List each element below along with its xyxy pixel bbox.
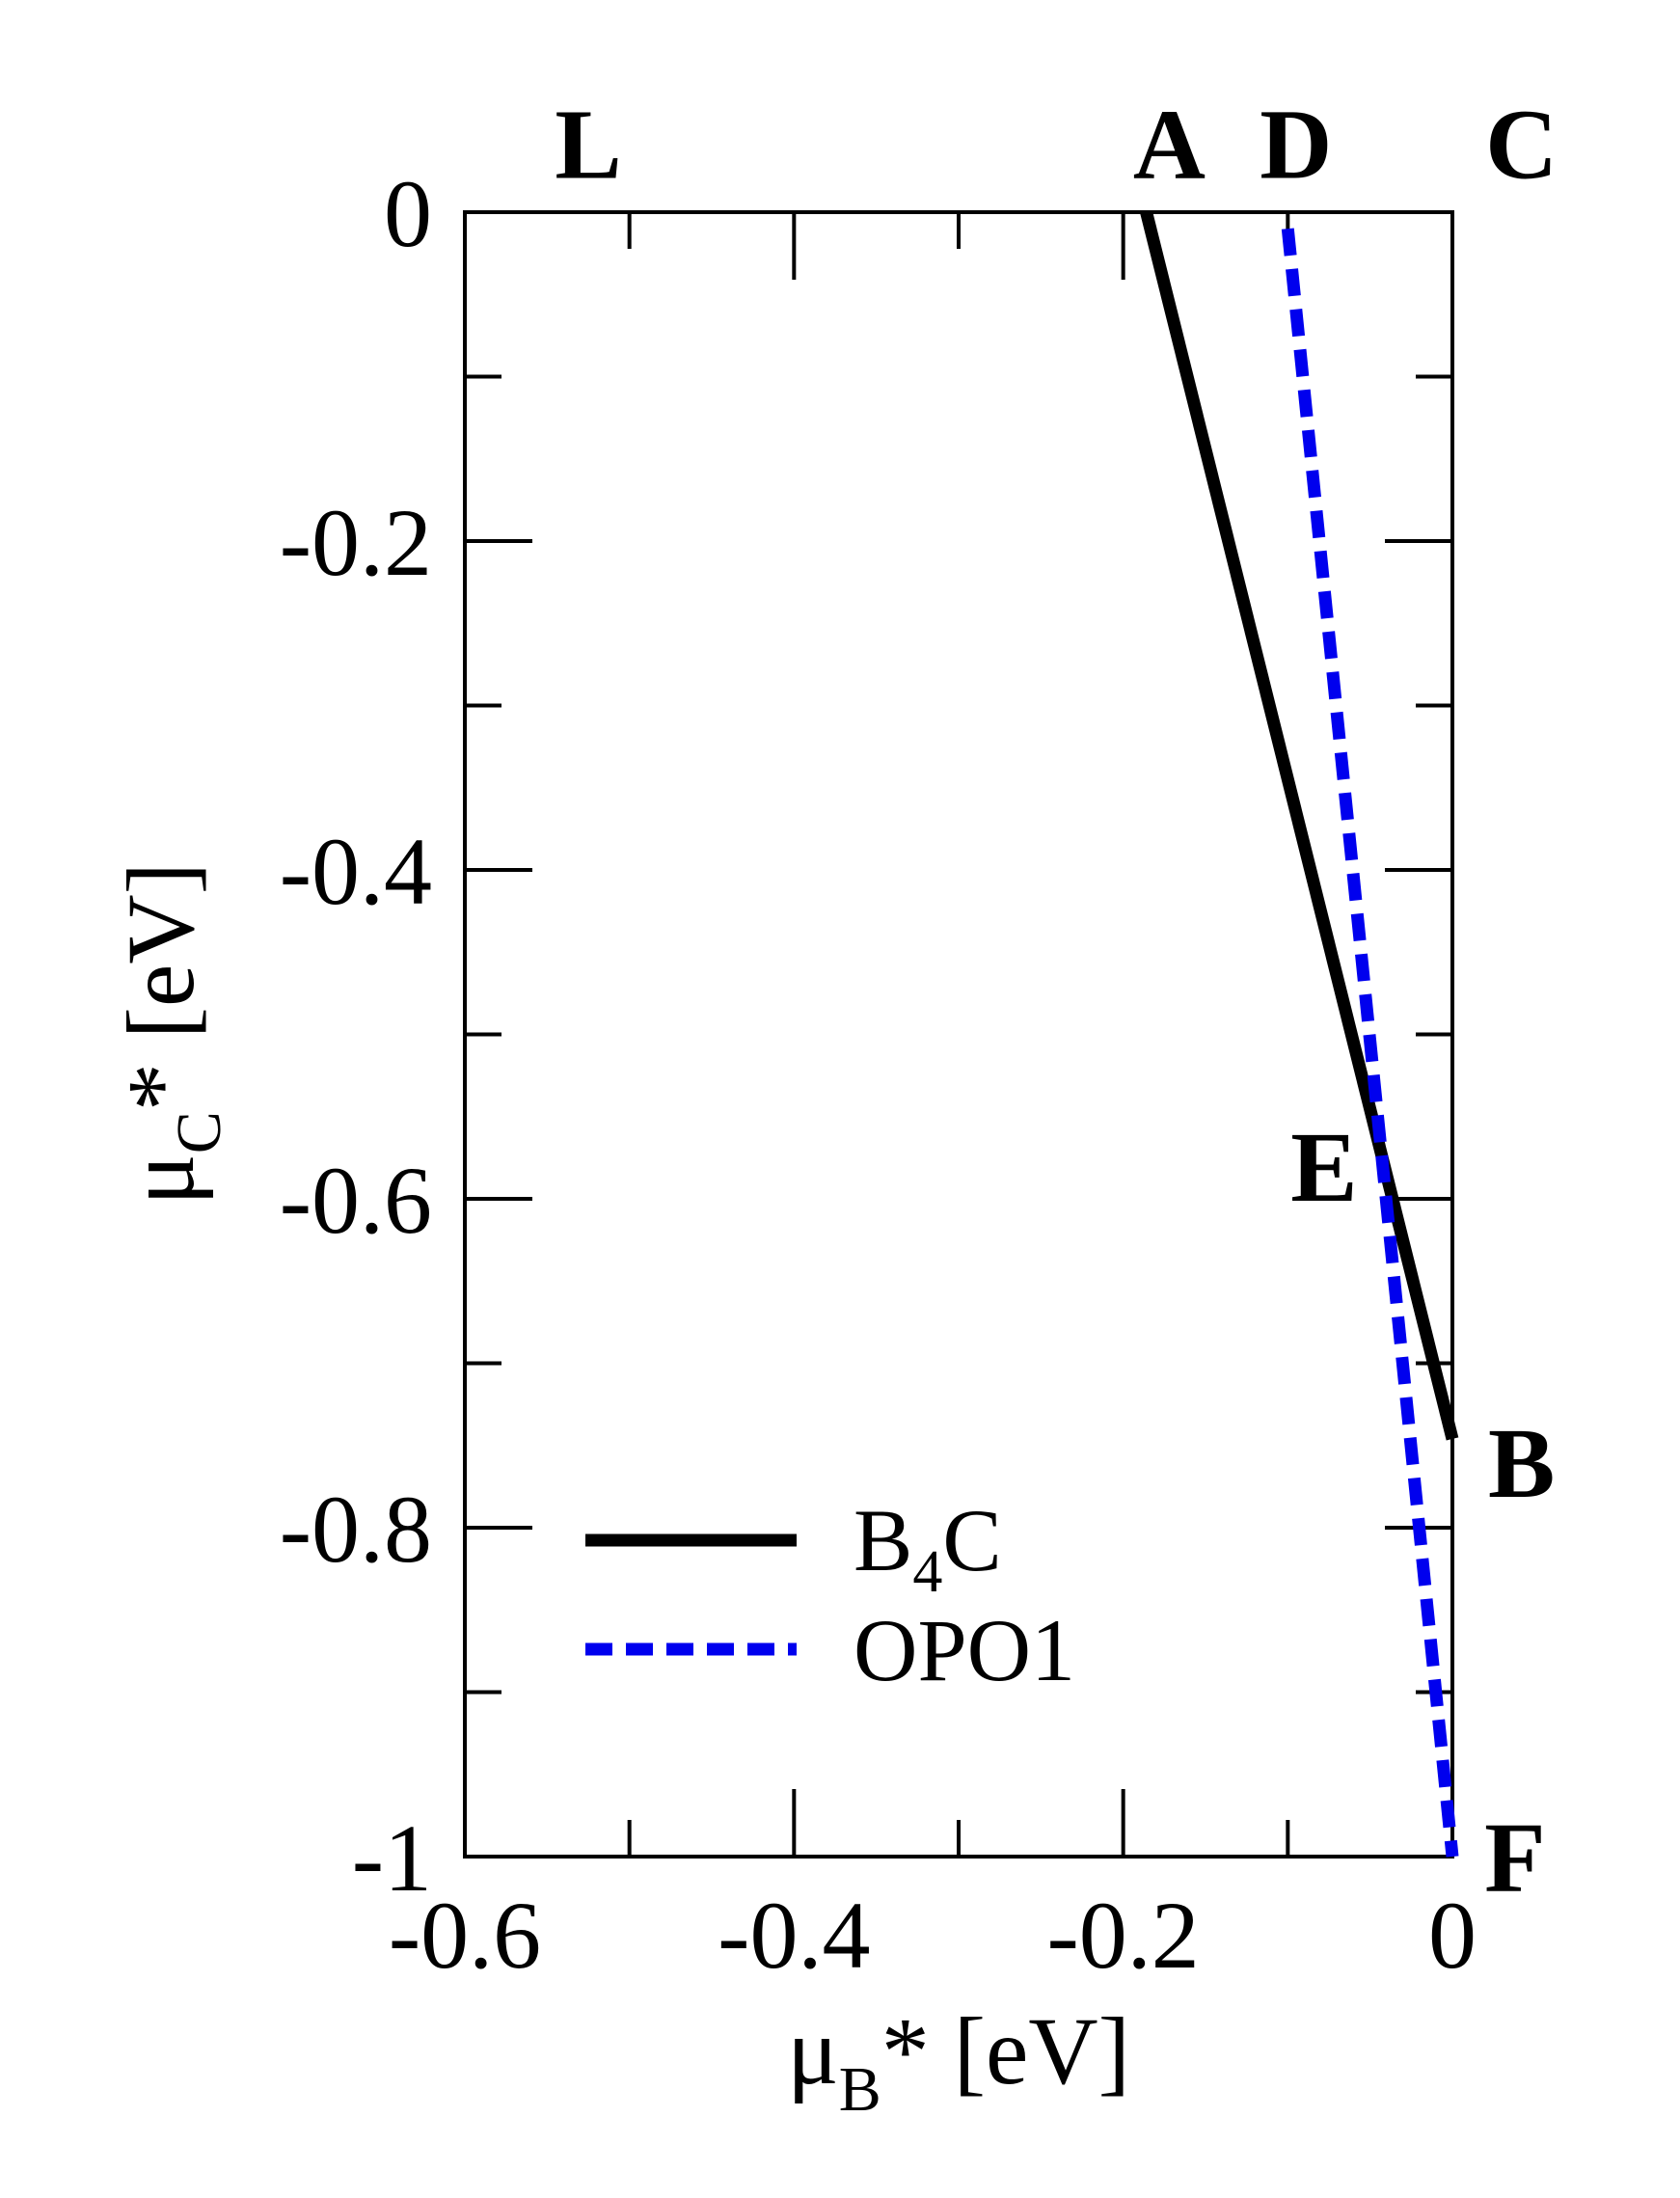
series-line-opo1 [1281,228,1459,1858]
point-label-a: A [1133,89,1206,200]
tick-labels: -0.6 -0.4 -0.2 0 0 -0.2 -0.4 -0.6 -0.8 -1 [280,160,1477,1989]
legend-label-b4c: B4C [854,1491,1002,1605]
y-tick-label: -0.6 [280,1147,432,1254]
y-tick-label: -0.4 [280,818,432,925]
point-label-b: B [1488,1408,1555,1519]
x-tick-label: -0.4 [718,1882,870,1989]
axis-ticks [463,210,1454,1859]
point-label-e: E [1290,1112,1357,1223]
x-tick-label: -0.6 [389,1882,541,1989]
y-tick-label: -0.2 [280,489,432,596]
point-label-d: D [1260,89,1332,200]
series-line-b4c [1140,210,1459,1441]
y-tick-label: 0 [384,160,432,267]
y-axis-title: μC* [eV] [107,862,234,1206]
legend: B4C OPO1 [585,1491,1075,1699]
point-labels: L A D C E B F [555,89,1558,1913]
series-lines [1140,210,1459,1858]
point-label-l: L [555,89,621,200]
x-tick-label: -0.2 [1047,1882,1200,1989]
x-tick-label: 0 [1428,1882,1477,1989]
legend-label-opo1: OPO1 [854,1601,1075,1699]
y-tick-label: -0.8 [280,1476,432,1583]
point-label-f: F [1484,1803,1546,1913]
point-label-c: C [1485,89,1558,200]
y-tick-label: -1 [352,1805,432,1912]
x-axis-title: μB* [eV] [787,1997,1130,2125]
